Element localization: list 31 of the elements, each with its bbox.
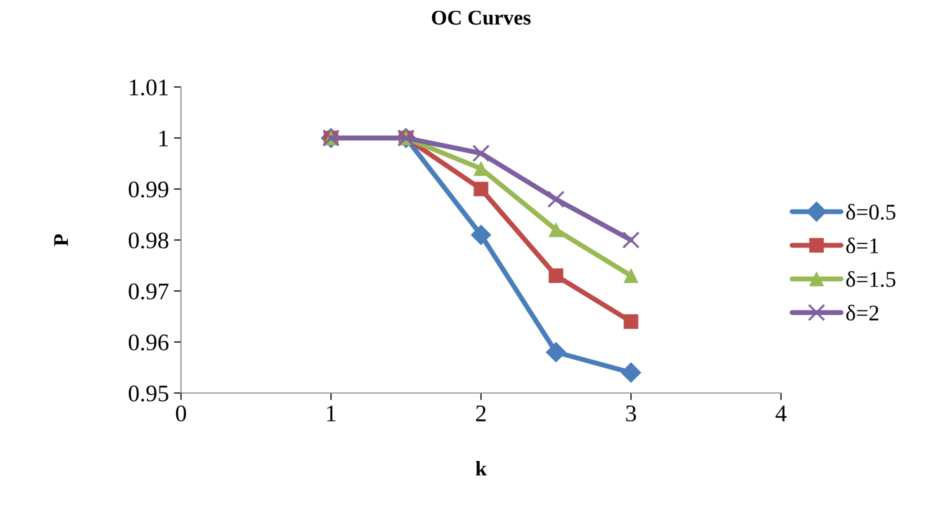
point (548, 268, 564, 283)
x-tick-label: 2 (476, 406, 486, 422)
y-tick-label: 0.96 (128, 334, 168, 351)
x-tick-label: 0 (176, 405, 186, 422)
x-axis-title: k (476, 460, 487, 476)
point (546, 342, 566, 362)
point (547, 190, 565, 208)
legend-label: δ=1 (846, 238, 878, 254)
chart-title: OC Curves (432, 10, 531, 25)
point (624, 314, 638, 329)
legend-label: δ=1.5 (846, 271, 896, 288)
point (624, 268, 638, 283)
point (472, 144, 490, 162)
y-tick-label: 0.99 (128, 181, 168, 198)
legend-label: δ=0.5 (846, 204, 896, 220)
y-axis-title: P (54, 234, 68, 246)
y-tick-label: 0.98 (128, 232, 168, 249)
y-tick-label: 0.97 (128, 283, 169, 300)
point (474, 161, 488, 176)
y-tick-label: 1.01 (130, 79, 168, 96)
legend-label: δ=2 (846, 304, 878, 321)
x-tick-label: 3 (626, 406, 636, 422)
x-tick-label: 4 (776, 406, 787, 422)
point (548, 222, 564, 238)
point (470, 224, 492, 246)
x-tick-label: 1 (327, 406, 336, 422)
y-tick-label: 0.95 (128, 385, 168, 402)
point (474, 182, 488, 196)
point (622, 231, 640, 249)
point (620, 362, 642, 383)
y-tick-label: 1 (159, 130, 168, 146)
